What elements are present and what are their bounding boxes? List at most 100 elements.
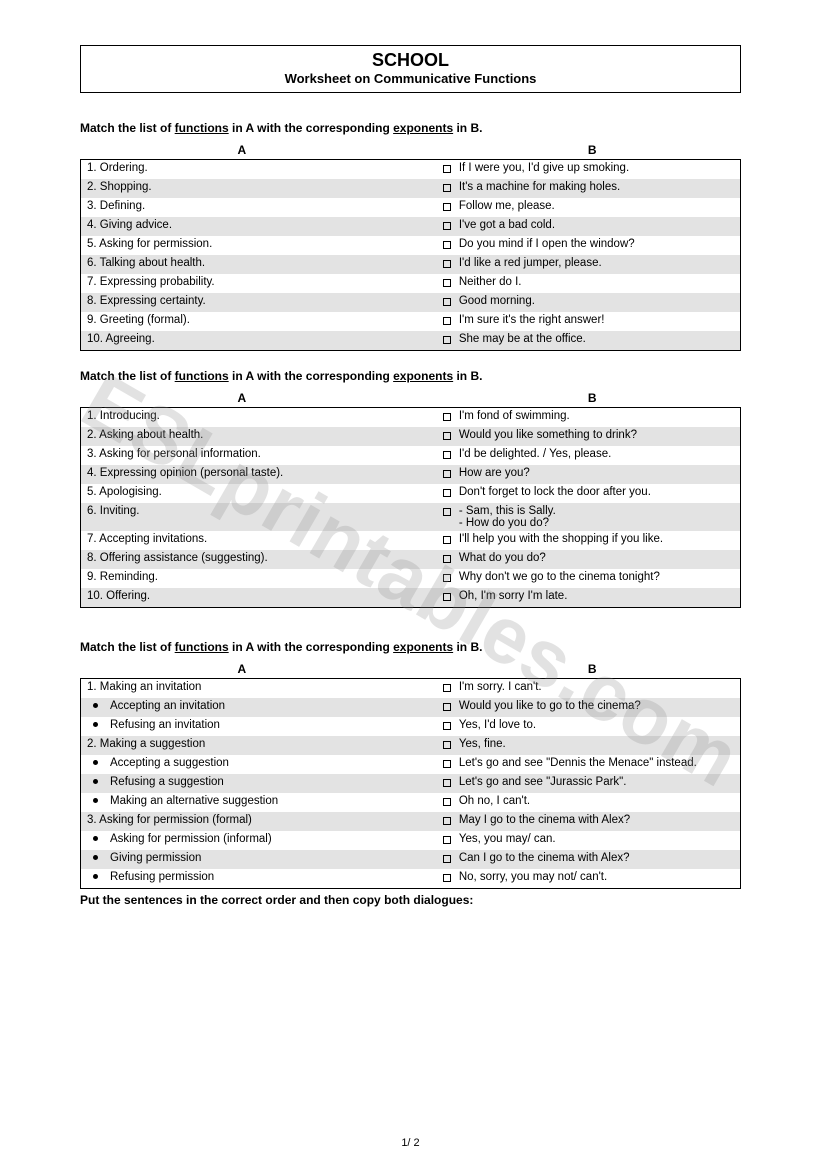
checkbox-icon <box>443 760 451 768</box>
exponent-text: Yes, you may/ can. <box>459 833 556 845</box>
cell-function: 2. Asking about health. <box>87 429 443 441</box>
table-row: 8. Offering assistance (suggesting).What… <box>81 550 740 569</box>
cell-function: Refusing an invitation <box>87 719 443 731</box>
text-underline: exponents <box>393 369 453 383</box>
cell-function: 6. Talking about health. <box>87 257 443 269</box>
cell-exponent: What do you do? <box>443 552 734 564</box>
table-row: 3. Defining. Follow me, please. <box>81 198 740 217</box>
col-header-a: A <box>80 391 444 405</box>
checkbox-icon <box>443 413 451 421</box>
column-headers: A B <box>80 662 741 676</box>
cell-exponent: Neither do I. <box>443 276 734 288</box>
text: Match the list of <box>80 369 175 383</box>
cell-exponent: Yes, you may/ can. <box>443 833 734 845</box>
exponent-text: May I go to the cinema with Alex? <box>459 814 630 826</box>
checkbox-icon <box>443 798 451 806</box>
exponent-text: It's a machine for making holes. <box>459 181 620 193</box>
exponent-text: Would you like to go to the cinema? <box>459 700 641 712</box>
checkbox-icon <box>443 555 451 563</box>
cell-function: 9. Greeting (formal). <box>87 314 443 326</box>
exponent-text: I'm fond of swimming. <box>459 410 570 422</box>
exponent-text: How are you? <box>459 467 530 479</box>
checkbox-icon <box>443 574 451 582</box>
table-row: 1. Making an invitationI'm sorry. I can'… <box>81 679 740 698</box>
cell-function: 7. Expressing probability. <box>87 276 443 288</box>
exponent-text: I'd be delighted. / Yes, please. <box>459 448 611 460</box>
exponent-text: Let's go and see "Jurassic Park". <box>459 776 627 788</box>
text-underline: functions <box>175 121 229 135</box>
text-underline: exponents <box>393 640 453 654</box>
exponent-text: She may be at the office. <box>459 333 586 345</box>
exponent-text: Let's go and see "Dennis the Menace" ins… <box>459 757 697 769</box>
exponent-text: If I were you, I'd give up smoking. <box>459 162 629 174</box>
cell-function: 2. Making a suggestion <box>87 738 443 750</box>
table-row: Asking for permission (informal) Yes, you… <box>81 831 740 850</box>
cell-function: 3. Asking for permission (formal) <box>87 814 443 826</box>
cell-exponent: I'm fond of swimming. <box>443 410 734 422</box>
cell-function: 6. Inviting. <box>87 505 443 517</box>
exponent-text: Follow me, please. <box>459 200 555 212</box>
text: in B. <box>453 121 482 135</box>
cell-exponent: Oh, I'm sorry I'm late. <box>443 590 734 602</box>
bullet-icon <box>93 855 98 860</box>
text-underline: functions <box>175 369 229 383</box>
cell-exponent: No, sorry, you may not/ can't. <box>443 871 734 883</box>
col-header-b: B <box>444 143 741 157</box>
exponent-text: I've got a bad cold. <box>459 219 555 231</box>
table-row: Refusing a suggestion Let's go and see "… <box>81 774 740 793</box>
match-table-1: 1. Ordering. If I were you, I'd give up s… <box>80 159 741 351</box>
table-row: 1. Ordering. If I were you, I'd give up s… <box>81 160 740 179</box>
cell-exponent: How are you? <box>443 467 734 479</box>
cell-function: 8. Offering assistance (suggesting). <box>87 552 443 564</box>
col-header-b: B <box>444 662 741 676</box>
cell-exponent: Do you mind if I open the window? <box>443 238 734 250</box>
exponent-text: Why don't we go to the cinema tonight? <box>459 571 660 583</box>
checkbox-icon <box>443 722 451 730</box>
exponent-text: I'll help you with the shopping if you l… <box>459 533 663 545</box>
cell-function: Asking for permission (informal) <box>87 833 443 845</box>
checkbox-icon <box>443 779 451 787</box>
checkbox-icon <box>443 298 451 306</box>
exponent-text: - Sam, this is Sally. - How do you do? <box>459 505 556 529</box>
cell-exponent: Yes, I'd love to. <box>443 719 734 731</box>
cell-function: 1. Introducing. <box>87 410 443 422</box>
match-table-2: 1. Introducing. I'm fond of swimming. 2. A… <box>80 407 741 608</box>
col-header-a: A <box>80 143 444 157</box>
cell-function: Accepting a suggestion <box>87 757 443 769</box>
column-headers: A B <box>80 143 741 157</box>
table-row: 6. Inviting. - Sam, this is Sally. - How … <box>81 503 740 531</box>
table-row: Giving permissionCan I go to the cinema … <box>81 850 740 869</box>
cell-function: 3. Asking for personal information. <box>87 448 443 460</box>
cell-function: 9. Reminding. <box>87 571 443 583</box>
checkbox-icon <box>443 451 451 459</box>
checkbox-icon <box>443 470 451 478</box>
table-row: 9. Greeting (formal).I'm sure it's the r… <box>81 312 740 331</box>
cell-exponent: Let's go and see "Jurassic Park". <box>443 776 734 788</box>
exponent-text: I'm sorry. I can't. <box>459 681 542 693</box>
cell-exponent: I'll help you with the shopping if you l… <box>443 533 734 545</box>
page-number: 1/ 2 <box>0 1137 821 1149</box>
table-row: 7. Accepting invitations.I'll help you w… <box>81 531 740 550</box>
text: Match the list of <box>80 121 175 135</box>
cell-function: 1. Ordering. <box>87 162 443 174</box>
cell-exponent: Would you like something to drink? <box>443 429 734 441</box>
match-table-3: 1. Making an invitationI'm sorry. I can'… <box>80 678 741 889</box>
cell-function: Refusing a suggestion <box>87 776 443 788</box>
cell-function: 10. Agreeing. <box>87 333 443 345</box>
checkbox-icon <box>443 279 451 287</box>
table-row: 10. Agreeing. She may be at the office. <box>81 331 740 350</box>
table-row: 2. Asking about health.Would you like so… <box>81 427 740 446</box>
col-header-b: B <box>444 391 741 405</box>
text: in A with the corresponding <box>229 369 393 383</box>
exponent-text: Yes, fine. <box>459 738 506 750</box>
cell-exponent: Why don't we go to the cinema tonight? <box>443 571 734 583</box>
bullet-icon <box>93 760 98 765</box>
table-row: 4. Giving advice.I've got a bad cold. <box>81 217 740 236</box>
cell-exponent: I've got a bad cold. <box>443 219 734 231</box>
checkbox-icon <box>443 165 451 173</box>
cell-function: 3. Defining. <box>87 200 443 212</box>
checkbox-icon <box>443 817 451 825</box>
checkbox-icon <box>443 836 451 844</box>
page-title: SCHOOL <box>81 50 740 71</box>
instruction-2: Match the list of functions in A with th… <box>80 369 741 383</box>
